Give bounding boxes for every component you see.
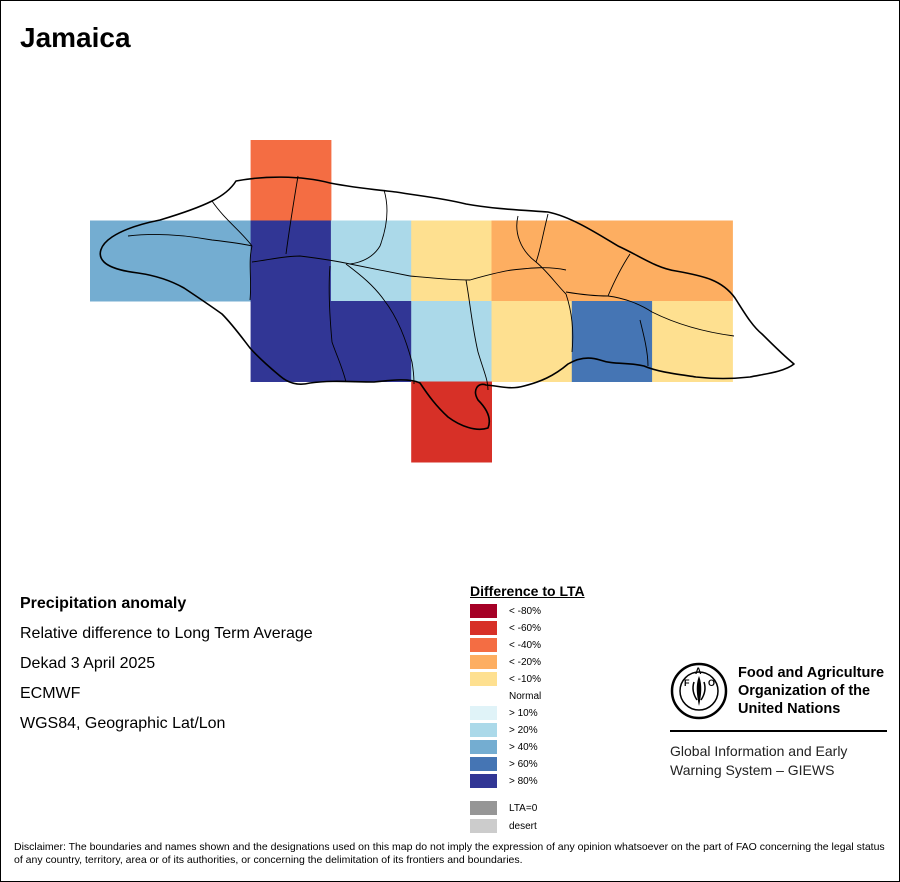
legend-label: < -60% xyxy=(509,622,541,634)
legend-swatch xyxy=(470,706,497,720)
legend-swatch xyxy=(470,638,497,652)
grid-cell xyxy=(652,301,733,382)
legend-item: > 40% xyxy=(470,740,538,754)
legend-label: < -20% xyxy=(509,656,541,668)
legend-label: < -10% xyxy=(509,673,541,685)
legend-item: desert xyxy=(470,819,537,833)
fao-name-line-2: Organization of the xyxy=(738,683,871,699)
legend-item: > 10% xyxy=(470,706,538,720)
legend-title: Difference to LTA xyxy=(470,583,585,599)
fao-name: Food and Agriculture Organization of the… xyxy=(738,664,884,718)
disclaimer: Disclaimer: The boundaries and names sho… xyxy=(14,841,885,866)
metadata-line-4: WGS84, Geographic Lat/Lon xyxy=(20,715,226,732)
grid-cell xyxy=(491,220,573,302)
legend-swatch xyxy=(470,740,497,754)
legend-label: < -80% xyxy=(509,605,541,617)
metadata-line-2: Dekad 3 April 2025 xyxy=(20,655,156,672)
legend-swatch xyxy=(470,689,497,703)
legend-label: Normal xyxy=(509,690,542,702)
legend-item: > 20% xyxy=(470,723,538,737)
fao-name-line-1: Food and Agriculture xyxy=(738,665,885,681)
legend-item: < -60% xyxy=(470,621,541,635)
legend-swatch xyxy=(470,757,497,771)
legend-swatch xyxy=(470,655,497,669)
fao-name-line-3: United Nations xyxy=(738,701,841,717)
legend-item: < -20% xyxy=(470,655,541,669)
fao-block: F A O Food and Agriculture Organization … xyxy=(670,662,890,780)
legend-item: < -80% xyxy=(470,604,541,618)
parish-boundaries xyxy=(127,175,735,391)
grid-cell xyxy=(411,220,492,302)
legend-item: > 60% xyxy=(470,757,538,771)
legend: Difference to LTA < -80% < -60% < -40% < -2… xyxy=(470,583,585,833)
legend-label: > 60% xyxy=(509,758,538,770)
grid-cell xyxy=(411,301,492,382)
legend-label: > 10% xyxy=(509,707,538,719)
legend-label: desert xyxy=(509,820,537,832)
legend-swatch xyxy=(470,774,497,788)
grid-cell xyxy=(250,220,332,302)
legend-swatch xyxy=(470,621,497,635)
giews-line-1: Global Information and Early xyxy=(670,743,848,759)
grid-cell xyxy=(170,220,252,302)
giews-name: Global Information and Early Warning Sys… xyxy=(670,742,890,780)
fao-logo-icon: F A O xyxy=(670,662,728,720)
legend-item: < -10% xyxy=(470,672,541,686)
anomaly-grid xyxy=(90,140,733,463)
metadata-line-1: Relative difference to Long Term Average xyxy=(20,625,313,642)
grid-cell xyxy=(571,301,653,382)
legend-label: > 20% xyxy=(509,724,538,736)
giews-line-2: Warning System – GIEWS xyxy=(670,762,835,778)
metadata-line-3: ECMWF xyxy=(20,685,81,702)
legend-swatch xyxy=(470,604,497,618)
grid-cell xyxy=(330,301,412,382)
map-title: Jamaica xyxy=(20,22,131,53)
legend-label: > 40% xyxy=(509,741,538,753)
grid-cell xyxy=(330,220,412,302)
legend-swatch xyxy=(470,819,497,833)
legend-label: < -40% xyxy=(509,639,541,651)
legend-item: LTA=0 xyxy=(470,801,537,815)
jamaica-outline xyxy=(99,176,795,431)
svg-text:O: O xyxy=(708,678,715,688)
legend-item: Normal xyxy=(470,689,541,703)
grid-cell xyxy=(571,220,653,302)
grid-cell xyxy=(491,301,573,382)
legend-label: > 80% xyxy=(509,775,538,787)
legend-swatch xyxy=(470,723,497,737)
legend-item: > 80% xyxy=(470,774,538,788)
legend-swatch xyxy=(470,801,497,815)
svg-text:F: F xyxy=(684,678,690,688)
grid-cell xyxy=(652,220,733,302)
grid-cell xyxy=(250,301,332,382)
legend-item: < -40% xyxy=(470,638,541,652)
fao-divider xyxy=(670,730,887,732)
svg-text:A: A xyxy=(695,666,702,676)
legend-label: LTA=0 xyxy=(509,802,538,814)
metadata-heading: Precipitation anomaly xyxy=(20,595,187,612)
map-metadata: Precipitation anomaly Relative differenc… xyxy=(20,589,313,739)
legend-swatch xyxy=(470,672,497,686)
grid-cell xyxy=(411,381,492,463)
